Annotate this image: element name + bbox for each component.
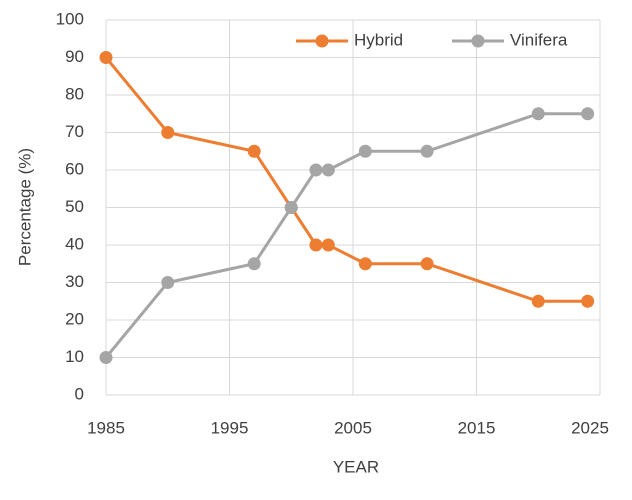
y-tick-label: 70 bbox=[65, 122, 84, 141]
data-point bbox=[581, 294, 595, 308]
data-point bbox=[99, 351, 113, 364]
y-tick-label: 80 bbox=[65, 84, 84, 103]
data-point bbox=[420, 257, 434, 271]
data-point bbox=[321, 163, 335, 177]
x-tick-label: 2025 bbox=[571, 418, 609, 437]
y-tick-label: 90 bbox=[65, 47, 84, 66]
data-point bbox=[309, 238, 323, 252]
legend-marker bbox=[471, 34, 485, 48]
data-point bbox=[161, 276, 175, 289]
data-point bbox=[581, 107, 595, 121]
y-axis-label: Percentage (%) bbox=[15, 148, 34, 266]
data-point bbox=[531, 294, 545, 308]
x-axis-label: YEAR bbox=[333, 457, 379, 476]
data-point bbox=[284, 201, 298, 214]
data-point bbox=[247, 257, 261, 271]
data-point bbox=[420, 144, 434, 158]
data-point bbox=[358, 257, 372, 271]
legend-label: Hybrid bbox=[354, 30, 403, 49]
y-tick-label: 0 bbox=[75, 384, 84, 403]
data-point bbox=[309, 163, 323, 177]
data-point bbox=[161, 126, 175, 139]
legend-marker bbox=[315, 34, 329, 48]
data-point bbox=[99, 51, 113, 64]
x-tick-label: 1995 bbox=[211, 418, 249, 437]
data-point bbox=[531, 107, 545, 121]
x-tick-label: 2015 bbox=[458, 418, 496, 437]
y-tick-label: 10 bbox=[65, 347, 84, 366]
y-tick-label: 60 bbox=[65, 159, 84, 178]
y-tick-label: 50 bbox=[65, 197, 84, 216]
x-tick-label: 2005 bbox=[334, 418, 372, 437]
y-tick-label: 20 bbox=[65, 309, 84, 328]
data-point bbox=[358, 144, 372, 158]
data-point bbox=[247, 144, 261, 158]
y-tick-label: 100 bbox=[56, 9, 84, 28]
series-line bbox=[104, 56, 588, 303]
x-tick-label: 1985 bbox=[87, 418, 125, 437]
y-tick-label: 30 bbox=[65, 272, 84, 291]
legend-label: Vinifera bbox=[510, 30, 568, 49]
y-tick-label: 40 bbox=[65, 234, 84, 253]
data-point bbox=[321, 238, 335, 252]
series-line bbox=[104, 112, 588, 359]
